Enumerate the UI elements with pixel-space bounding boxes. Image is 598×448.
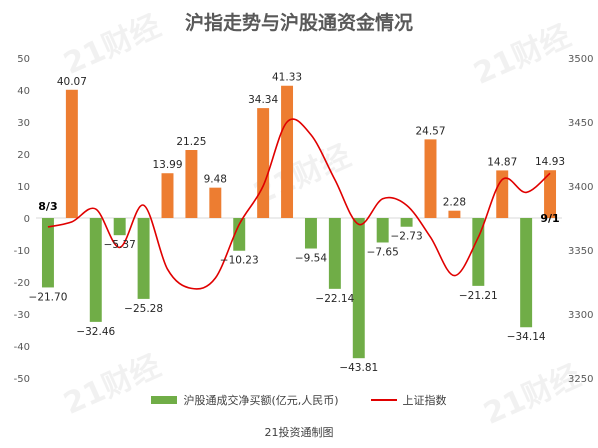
left-axis-tick-label: 50 <box>17 54 30 65</box>
bar-data-label: −22.14 <box>315 293 354 305</box>
bar <box>137 218 150 299</box>
bar-data-label: −32.46 <box>76 326 115 338</box>
bar-data-label: −21.21 <box>459 290 498 302</box>
bar <box>89 218 102 322</box>
bar-data-label: −25.28 <box>124 303 163 315</box>
right-axis-tick-label: 3350 <box>568 246 593 257</box>
right-axis-tick-label: 3450 <box>568 118 593 129</box>
left-axis-tick-label: -10 <box>14 246 30 257</box>
left-axis-tick-label: 40 <box>17 86 30 97</box>
bar <box>113 218 126 236</box>
bar-data-label: 40.07 <box>57 76 87 88</box>
bar <box>496 170 509 218</box>
chart-title: 沪指走势与沪股通资金情况 <box>184 12 413 34</box>
bar-data-label: −9.54 <box>295 253 327 265</box>
bar-data-label: −43.81 <box>339 362 378 374</box>
bar-data-label: 9.48 <box>204 174 227 186</box>
legend-label-line: 上证指数 <box>402 394 447 407</box>
left-axis-tick-label: -30 <box>14 310 30 321</box>
bar <box>209 187 222 218</box>
bar <box>257 108 270 218</box>
legend-item-bars: 沪股通成交净买额(亿元,人民币) <box>151 392 339 408</box>
bar-data-label: −34.14 <box>507 331 546 343</box>
legend: 沪股通成交净买额(亿元,人民币) 上证指数 <box>0 392 598 408</box>
bar <box>161 173 174 218</box>
left-axis-tick-label: -50 <box>14 374 30 385</box>
bar-data-label: 21.25 <box>176 136 206 148</box>
bar <box>281 85 294 218</box>
legend-swatch-line <box>370 399 397 401</box>
bar-data-label: 14.87 <box>487 156 517 168</box>
right-axis-tick-label: 3250 <box>568 374 593 385</box>
bar-data-label: 13.99 <box>152 159 182 171</box>
legend-swatch-bars <box>151 396 178 404</box>
source-note: 21投资通制图 <box>264 426 334 439</box>
bar <box>41 218 54 288</box>
bar <box>424 139 437 218</box>
last-date-label: 9/1 <box>540 212 559 225</box>
bar-data-label: 24.57 <box>415 125 445 137</box>
left-axis-tick-label: -20 <box>14 278 30 289</box>
left-axis-tick-label: 20 <box>17 150 30 161</box>
bar-data-label: 14.93 <box>535 156 565 168</box>
right-axis-tick-label: 3500 <box>568 54 593 65</box>
bar <box>544 170 557 218</box>
bar <box>376 218 389 243</box>
bar <box>65 89 78 218</box>
bar-data-label: 41.33 <box>272 72 302 84</box>
bar <box>520 218 533 328</box>
bar <box>448 210 461 218</box>
bar-data-label: 2.28 <box>443 197 466 209</box>
bar-data-label: −7.65 <box>367 246 399 258</box>
bar-data-label: −2.73 <box>390 231 422 243</box>
right-axis-tick-label: 3300 <box>568 310 593 321</box>
left-axis-tick-label: 0 <box>24 214 30 225</box>
bar-data-label: −5.37 <box>104 239 136 251</box>
bar <box>185 150 198 218</box>
left-axis-tick-label: 30 <box>17 118 30 129</box>
bar <box>400 218 413 227</box>
legend-item-line: 上证指数 <box>370 392 447 408</box>
right-axis-tick-label: 3400 <box>568 182 593 193</box>
left-axis-tick-label: 10 <box>17 182 30 193</box>
index-line <box>47 118 551 290</box>
bar-data-label: −21.70 <box>29 291 68 303</box>
bar <box>352 218 365 359</box>
bar <box>233 218 246 251</box>
first-date-label: 8/3 <box>38 200 57 213</box>
bar-data-label: 34.34 <box>248 94 278 106</box>
bar-data-label: −10.23 <box>220 255 259 267</box>
legend-label-bars: 沪股通成交净买额(亿元,人民币) <box>183 394 339 407</box>
left-axis-tick-label: -40 <box>14 342 30 353</box>
bar <box>472 218 485 286</box>
bar <box>328 218 341 289</box>
bar <box>304 218 317 249</box>
